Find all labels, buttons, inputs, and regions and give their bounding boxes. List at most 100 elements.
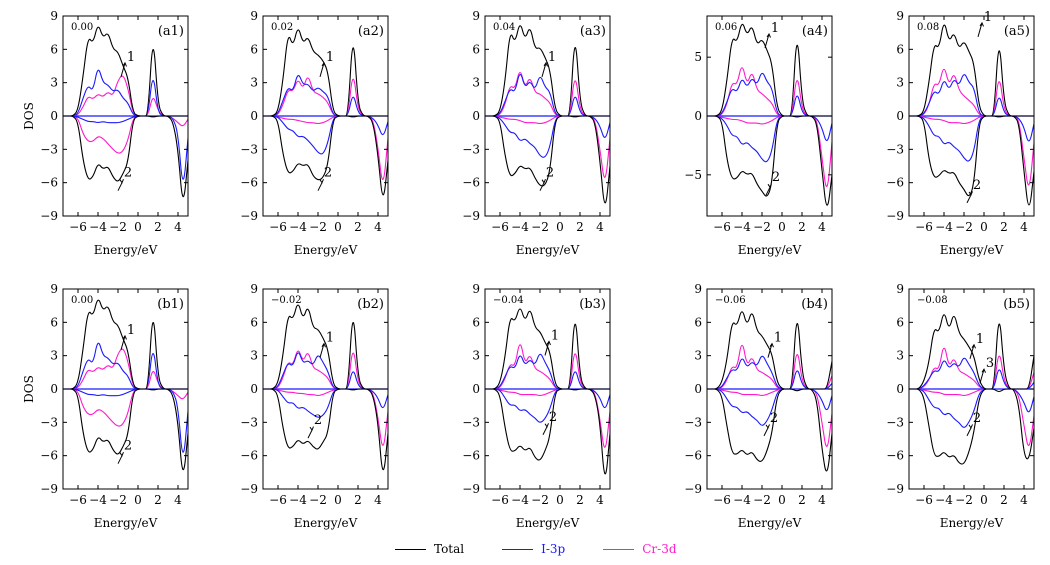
x-tick-label-b3: −4 bbox=[511, 493, 529, 507]
x-tick-label-a2: 4 bbox=[374, 220, 382, 234]
annotation-arrowhead-a1 bbox=[119, 178, 124, 184]
y-tick-label-a4: 0 bbox=[694, 109, 702, 123]
y-tick-label-b3: 0 bbox=[472, 382, 480, 396]
x-tick-label-b1: −4 bbox=[89, 493, 107, 507]
x-tick-label-b4: 4 bbox=[818, 493, 826, 507]
annotation-label-b5: 3 bbox=[986, 356, 994, 371]
series-i3p-down-a5 bbox=[909, 115, 1034, 162]
panel-tag-a4: (a4) bbox=[802, 24, 828, 39]
annotation-arrow-a5 bbox=[977, 22, 983, 38]
x-tick-label-b3: 2 bbox=[576, 493, 584, 507]
y-tick-label-b5: −9 bbox=[886, 482, 904, 496]
x-axis-label-a2: Energy/eV bbox=[294, 243, 358, 257]
x-tick-label-a4: 4 bbox=[818, 220, 826, 234]
annotation-arrowhead-a5 bbox=[979, 21, 984, 27]
panel-a1: −6 −4 −2 0 2 4−9−6−30369Energy/eVDOS(a1)0.001… bbox=[22, 9, 189, 257]
y-tick-label-a5: −9 bbox=[886, 209, 904, 223]
panel-tag-b2: (b2) bbox=[357, 297, 384, 312]
series-total-down-b1 bbox=[63, 388, 188, 471]
x-axis-label-b2: Energy/eV bbox=[294, 516, 358, 530]
x-tick-label-a2: 2 bbox=[354, 220, 362, 234]
annotation-arrowhead-b5 bbox=[971, 343, 976, 349]
x-tick-label-b2: −2 bbox=[309, 493, 327, 507]
x-tick-label-b5: 2 bbox=[1000, 493, 1008, 507]
x-tick-label-a3: 2 bbox=[576, 220, 584, 234]
x-tick-label-b2: −6 bbox=[269, 493, 287, 507]
series-total-up-a3 bbox=[485, 25, 610, 117]
legend-item-total: Total bbox=[395, 542, 464, 556]
panel-tag-b5: (b5) bbox=[1003, 297, 1030, 312]
y-tick-label-b2: −6 bbox=[240, 449, 258, 463]
x-tick-label-b1: −6 bbox=[69, 493, 87, 507]
annotation-label-b1: 1 bbox=[127, 323, 135, 338]
y-tick-label-a1: −6 bbox=[40, 176, 58, 190]
x-tick-label-b4: 2 bbox=[798, 493, 806, 507]
annotation-arrowhead-a2 bbox=[319, 178, 324, 184]
x-tick-label-a3: −6 bbox=[491, 220, 509, 234]
series-group-a3 bbox=[485, 25, 610, 204]
x-tick-label-a3: 0 bbox=[556, 220, 564, 234]
y-tick-label-b2: −3 bbox=[240, 415, 258, 429]
x-tick-label-a1: −6 bbox=[69, 220, 87, 234]
x-tick-label-a3: −4 bbox=[511, 220, 529, 234]
annotation-arrowhead-a1 bbox=[122, 61, 127, 67]
y-tick-label-a5: −6 bbox=[886, 176, 904, 190]
annotation-arrow-a1 bbox=[117, 182, 123, 191]
panel-tag-a1: (a1) bbox=[158, 24, 184, 39]
annotation-arrow-a3 bbox=[541, 62, 547, 78]
annotation-arrow-a2 bbox=[319, 62, 325, 78]
series-group-a5 bbox=[909, 24, 1034, 206]
annotation-arrowhead-b4 bbox=[769, 342, 774, 348]
x-tick-label-b5: −2 bbox=[955, 493, 973, 507]
annotation-arrowhead-a4 bbox=[767, 183, 772, 189]
x-axis-label-a4: Energy/eV bbox=[738, 243, 802, 257]
y-tick-label-a5: 6 bbox=[896, 42, 904, 56]
y-tick-label-b2: 0 bbox=[250, 382, 258, 396]
y-tick-label-a5: 0 bbox=[896, 109, 904, 123]
y-axis-label-b1: DOS bbox=[22, 375, 36, 403]
x-tick-label-b5: −6 bbox=[915, 493, 933, 507]
y-tick-label-b1: −3 bbox=[40, 415, 58, 429]
panel-tag-b4: (b4) bbox=[801, 297, 828, 312]
x-tick-label-b4: −6 bbox=[713, 493, 731, 507]
annotation-arrowhead-b3 bbox=[546, 340, 551, 346]
panel-tag-a5: (a5) bbox=[1004, 24, 1030, 39]
x-tick-label-a2: −4 bbox=[289, 220, 307, 234]
strain-label-b3: −0.04 bbox=[493, 295, 524, 306]
y-tick-label-a5: 9 bbox=[896, 9, 904, 23]
x-axis-label-b3: Energy/eV bbox=[516, 516, 580, 530]
x-tick-label-a1: 2 bbox=[154, 220, 162, 234]
x-tick-label-a3: 4 bbox=[596, 220, 604, 234]
annotation-arrowhead-a2 bbox=[321, 61, 326, 67]
y-axis-label-a1: DOS bbox=[22, 102, 36, 130]
strain-label-a4: 0.06 bbox=[715, 22, 737, 33]
annotation-label-b2: 1 bbox=[326, 331, 334, 346]
x-axis-label-a3: Energy/eV bbox=[516, 243, 580, 257]
series-group-a4 bbox=[707, 23, 832, 206]
series-i3p-up-a3 bbox=[485, 74, 610, 117]
y-tick-label-a4: 5 bbox=[694, 50, 702, 64]
x-tick-label-b1: 0 bbox=[134, 493, 142, 507]
x-tick-label-a5: −4 bbox=[935, 220, 953, 234]
annotation-arrow-b3 bbox=[544, 341, 550, 356]
y-tick-label-b5: 3 bbox=[896, 349, 904, 363]
strain-label-b2: −0.02 bbox=[271, 295, 302, 306]
series-group-a2 bbox=[263, 29, 388, 196]
annotation-label-b1: 2 bbox=[124, 439, 132, 454]
y-tick-label-b1: −6 bbox=[40, 449, 58, 463]
x-tick-label-b5: 0 bbox=[980, 493, 988, 507]
y-tick-label-a2: 0 bbox=[250, 109, 258, 123]
y-tick-label-b3: −9 bbox=[462, 482, 480, 496]
x-tick-label-a4: −2 bbox=[753, 220, 771, 234]
annotation-arrowhead-b5 bbox=[968, 424, 973, 429]
series-group-b5 bbox=[909, 314, 1034, 465]
annotation-label-a3: 2 bbox=[546, 166, 554, 181]
series-group-a1 bbox=[63, 26, 188, 198]
series-group-b2 bbox=[263, 304, 388, 471]
annotation-arrow-a1 bbox=[120, 62, 126, 78]
series-i3p-up-a5 bbox=[909, 74, 1034, 117]
legend-item-i3p: I-3p bbox=[502, 542, 565, 556]
